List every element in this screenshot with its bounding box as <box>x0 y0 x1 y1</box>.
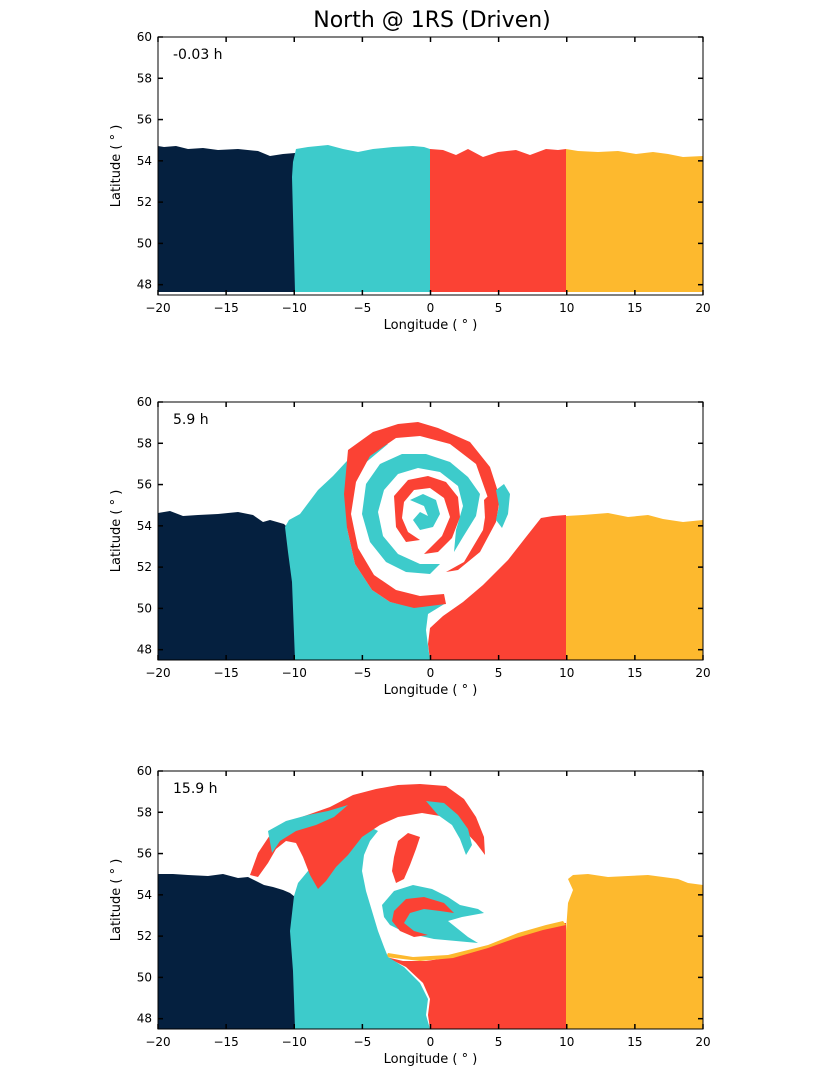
panel-1-ytick-label: 52 <box>137 195 152 209</box>
panel-3-xtick-label: −5 <box>354 1035 372 1049</box>
panel-1-band-3 <box>430 149 566 292</box>
figure-title: North @ 1RS (Driven) <box>313 8 551 33</box>
panel-1-xtick-label: 5 <box>495 301 503 315</box>
panel-3-xtick-label: 10 <box>559 1035 574 1049</box>
panel-3-teal-arch-strips <box>268 805 348 853</box>
panel-2-xtick-label: 5 <box>495 666 503 680</box>
panel-3-xtick-label: 5 <box>495 1035 503 1049</box>
panel-1-ytick-label: 56 <box>137 113 152 127</box>
panel-1: −20 −15 −10 −5 0 5 10 15 20 48 50 52 54 56 58 60 Longitu… <box>109 30 711 333</box>
panel-1-xlabel: Longitude ( ° ) <box>384 318 478 333</box>
panel-2-xtick-label: −20 <box>145 666 170 680</box>
panel-1-band-2 <box>292 145 430 292</box>
panel-1-xtick-label: 10 <box>559 301 574 315</box>
panel-2-red-filament <box>484 494 495 532</box>
panel-3-ylabel: Latitude ( ° ) <box>109 859 124 942</box>
panel-2-time-label: 5.9 h <box>173 412 209 428</box>
panel-2-fill <box>158 422 703 660</box>
panel-3-red-tendril <box>392 833 420 883</box>
panel-2-xtick-label: 20 <box>695 666 710 680</box>
panel-3: −20 −15 −10 −5 0 5 10 15 20 48 50 52 54 56 58 60 Longitu… <box>109 764 711 1067</box>
panel-3-xtick-label: 20 <box>695 1035 710 1049</box>
panel-2-ytick-label: 60 <box>137 395 152 409</box>
panel-3-ytick-label: 54 <box>137 888 152 902</box>
panel-3-xtick-label: −20 <box>145 1035 170 1049</box>
panel-2-band-1 <box>158 511 295 660</box>
panel-2-teal-filament <box>496 484 510 528</box>
panel-3-ytick-label: 58 <box>137 805 152 819</box>
panel-2-ytick-label: 56 <box>137 478 152 492</box>
panel-3-xtick-label: 0 <box>427 1035 435 1049</box>
panel-3-xtick-label: −15 <box>213 1035 238 1049</box>
panel-2-band-4 <box>566 513 703 660</box>
panel-2: −20 −15 −10 −5 0 5 10 15 20 48 50 52 54 56 58 60 Longitu… <box>109 395 711 698</box>
panel-3-xtick-label: −10 <box>282 1035 307 1049</box>
panel-3-xtick-label: 15 <box>627 1035 642 1049</box>
panel-2-xtick-label: −5 <box>354 666 372 680</box>
panel-3-ytick-label: 52 <box>137 929 152 943</box>
panel-3-red-base <box>386 923 566 1029</box>
panel-1-fill <box>158 145 703 292</box>
panel-3-ytick-label: 56 <box>137 847 152 861</box>
panel-3-yellow-streak <box>386 921 566 961</box>
panel-2-red-inner-ring <box>394 476 460 554</box>
panel-2-xlabel: Longitude ( ° ) <box>384 683 478 698</box>
panel-3-time-label: 15.9 h <box>173 781 218 797</box>
panel-2-xtick-label: −15 <box>213 666 238 680</box>
panel-3-fill <box>158 784 703 1029</box>
panel-1-xtick-label: 20 <box>695 301 710 315</box>
panel-2-teal-core <box>410 494 440 530</box>
panel-2-xtick-label: 15 <box>627 666 642 680</box>
panel-1-time-label: -0.03 h <box>173 47 223 63</box>
panel-2-xtick-label: 10 <box>559 666 574 680</box>
panel-1-ytick-label: 60 <box>137 30 152 44</box>
panel-3-ytick-label: 50 <box>137 970 152 984</box>
panel-2-ytick-label: 58 <box>137 436 152 450</box>
panel-1-ytick-label: 54 <box>137 154 152 168</box>
panel-1-band-4 <box>566 149 703 292</box>
panel-1-xtick-label: −20 <box>145 301 170 315</box>
panel-3-teal-right-strips <box>426 801 472 855</box>
panel-2-ytick-label: 54 <box>137 519 152 533</box>
panel-2-xtick-label: 0 <box>427 666 435 680</box>
panel-3-ytick-label: 48 <box>137 1012 152 1026</box>
panel-3-xlabel: Longitude ( ° ) <box>384 1052 478 1067</box>
panel-3-red-swirl <box>392 897 454 937</box>
panel-2-teal-base <box>285 440 446 660</box>
panel-2-ytick-label: 48 <box>137 643 152 657</box>
panel-2-ylabel: Latitude ( ° ) <box>109 490 124 573</box>
panel-1-ylabel: Latitude ( ° ) <box>109 125 124 208</box>
panel-1-xtick-label: −10 <box>282 301 307 315</box>
panel-2-xtick-label: −10 <box>282 666 307 680</box>
panel-2-red-base <box>428 515 566 660</box>
panel-1-ytick-label: 48 <box>137 278 152 292</box>
panel-3-ytick-label: 60 <box>137 764 152 778</box>
panel-1-ytick-label: 58 <box>137 71 152 85</box>
panel-1-xtick-label: 15 <box>627 301 642 315</box>
panel-2-ytick-label: 50 <box>137 601 152 615</box>
panel-2-ytick-label: 52 <box>137 560 152 574</box>
panel-3-band-4 <box>566 874 703 1029</box>
panel-1-xtick-label: −15 <box>213 301 238 315</box>
panel-3-band-1 <box>158 874 295 1029</box>
panel-1-xtick-label: 0 <box>427 301 435 315</box>
panel-1-band-1 <box>158 146 295 292</box>
panel-3-red-arch <box>250 784 485 889</box>
panel-1-ytick-label: 50 <box>137 236 152 250</box>
panel-1-xtick-label: −5 <box>354 301 372 315</box>
